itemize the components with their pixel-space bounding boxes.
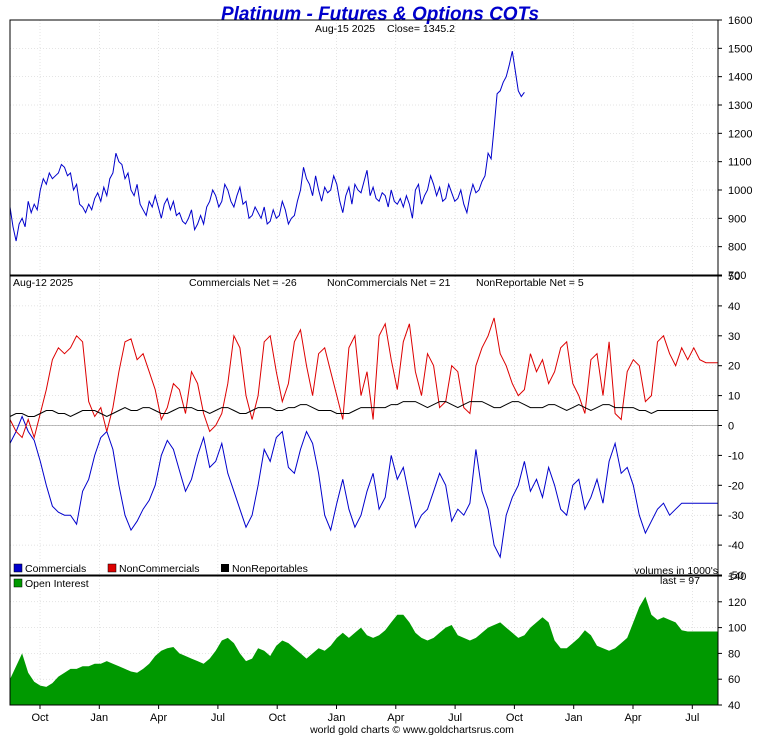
commercials-legend-swatch bbox=[13, 563, 23, 573]
x-tick-label: Oct bbox=[31, 712, 48, 724]
open-interest-panel: 40 60 80 100 120 140 bbox=[10, 571, 746, 712]
nonreportable-net: NonReportable Net = 5 bbox=[476, 277, 584, 289]
x-tick-label: Apr bbox=[150, 712, 167, 724]
cot-ytick-label: 40 bbox=[728, 301, 740, 313]
oi-ytick-label: 40 bbox=[728, 700, 740, 712]
cot-ytick-label: -50 bbox=[728, 570, 744, 582]
open-interest-area bbox=[10, 596, 718, 705]
cot-ytick-label: 20 bbox=[728, 361, 740, 373]
cot-ytick-label: 0 bbox=[728, 421, 734, 433]
cot-ytick-label: 10 bbox=[728, 391, 740, 403]
x-tick-label: Jan bbox=[90, 712, 108, 724]
cot-ytick-label: -20 bbox=[728, 480, 744, 492]
x-axis: Oct Jan Apr Jul Oct Jan Apr Jul Oct Jan Apr Jul bbox=[31, 705, 699, 724]
price-ytick-label: 900 bbox=[728, 213, 746, 225]
price-ytick-label: 1000 bbox=[728, 185, 752, 197]
noncommercials-legend-label: NonCommercials bbox=[119, 563, 200, 575]
nonreportables-legend-label: NonReportables bbox=[232, 563, 308, 575]
price-ytick-label: 1300 bbox=[728, 100, 752, 112]
cot-legend: Commercials NonCommercials NonReportable… bbox=[13, 563, 308, 575]
noncommercials-net: NonCommercials Net = 21 bbox=[327, 277, 451, 289]
price-ytick-label: 1200 bbox=[728, 128, 752, 140]
open-interest-legend-swatch bbox=[13, 578, 23, 588]
price-ytick-label: 700 bbox=[728, 270, 746, 282]
oi-ytick-label: 100 bbox=[728, 623, 746, 635]
x-tick-label: Jul bbox=[448, 712, 462, 724]
price-ytick-label: 1600 bbox=[728, 15, 752, 27]
footer-credit: world gold charts © www.goldchartsrus.co… bbox=[309, 724, 514, 735]
cot-ytick-label: 30 bbox=[728, 331, 740, 343]
price-close: Close= 1345.2 bbox=[387, 23, 455, 35]
price-ytick-label: 1400 bbox=[728, 72, 752, 84]
volume-note: volumes in 1000's bbox=[634, 565, 718, 577]
cot-date: Aug-12 2025 bbox=[13, 277, 73, 289]
price-ytick-label: 1100 bbox=[728, 157, 752, 169]
price-ytick-label: 800 bbox=[728, 242, 746, 254]
x-tick-label: Jan bbox=[565, 712, 583, 724]
cot-ytick-label: -30 bbox=[728, 510, 744, 522]
x-tick-label: Apr bbox=[387, 712, 404, 724]
price-date: Aug-15 2025 bbox=[315, 23, 375, 35]
cot-frame bbox=[9, 275, 719, 576]
x-tick-label: Oct bbox=[269, 712, 286, 724]
price-frame bbox=[9, 19, 719, 276]
commercials-legend-label: Commercials bbox=[25, 563, 86, 575]
x-tick-label: Apr bbox=[624, 712, 641, 724]
oi-ytick-label: 140 bbox=[728, 571, 746, 583]
cot-panel: -50 -40 -30 -20 -10 0 10 20 30 40 50 bbox=[9, 271, 744, 582]
noncommercials-line bbox=[9, 317, 718, 440]
x-tick-label: Jul bbox=[211, 712, 225, 724]
commercials-net: Commercials Net = -26 bbox=[189, 277, 297, 289]
oi-ytick-label: 60 bbox=[728, 674, 740, 686]
price-ytick-label: 1500 bbox=[728, 43, 752, 55]
cot-ytick-label: -10 bbox=[728, 450, 744, 462]
cot-ytick-label: -40 bbox=[728, 540, 744, 552]
x-tick-label: Jul bbox=[685, 712, 699, 724]
nonreportables-line bbox=[9, 401, 718, 418]
chart-title: Platinum - Futures & Options COTs bbox=[221, 4, 539, 25]
x-tick-label: Jan bbox=[328, 712, 346, 724]
cot-ytick-label: 50 bbox=[728, 271, 740, 283]
open-interest-legend-label: Open Interest bbox=[25, 578, 89, 590]
oi-frame bbox=[9, 575, 719, 706]
oi-ytick-label: 120 bbox=[728, 597, 746, 609]
x-tick-label: Oct bbox=[506, 712, 523, 724]
last-note: last = 97 bbox=[660, 575, 700, 587]
noncommercials-legend-swatch bbox=[107, 563, 117, 573]
commercials-line bbox=[9, 415, 718, 559]
nonreportables-legend-swatch bbox=[221, 564, 229, 572]
oi-ytick-label: 80 bbox=[728, 648, 740, 660]
price-line bbox=[9, 51, 525, 242]
